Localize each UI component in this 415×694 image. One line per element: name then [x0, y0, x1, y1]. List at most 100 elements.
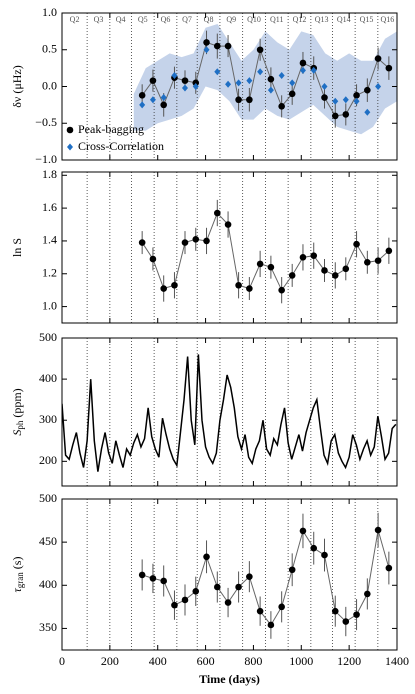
- y-tick-label: 300: [39, 412, 57, 426]
- y-tick-label: −1.0: [35, 152, 57, 166]
- x-tick-label: 1200: [337, 654, 361, 668]
- circle-marker: [256, 46, 264, 54]
- panel: 200 300 400 500 Sph (ppm): [10, 330, 398, 487]
- y-tick-label: 1.6: [42, 200, 57, 214]
- quarter-label: Q2: [70, 15, 80, 24]
- panel: 350 400 450 500 0 200 400 600 800 1000 1200 1400 Tim…: [10, 491, 409, 686]
- circle-marker: [321, 94, 328, 101]
- x-tick-label: 1000: [289, 654, 313, 668]
- diamond-marker: [364, 108, 371, 116]
- circle-marker: [160, 577, 167, 585]
- quarter-label: Q13: [315, 15, 329, 24]
- y-axis-label: τgran (s): [10, 557, 25, 593]
- plot-frame: [61, 171, 398, 324]
- plot-frame: [61, 12, 398, 161]
- y-tick-label: 500: [39, 491, 57, 505]
- series-line: [62, 354, 397, 472]
- y-tick-label: 400: [39, 577, 57, 591]
- circle-marker: [331, 607, 339, 615]
- circle-marker: [203, 237, 210, 245]
- y-axis-label-unit: (ppm): [10, 388, 24, 417]
- y-tick-label: 450: [39, 534, 57, 548]
- circle-marker: [213, 42, 221, 50]
- y-axis-label-sub: gran: [15, 572, 25, 588]
- circle-marker: [364, 86, 371, 94]
- diamond-marker: [267, 86, 274, 94]
- y-tick-label: 400: [39, 371, 57, 385]
- y-axis-label-sub: ph: [15, 420, 25, 430]
- diamond-marker: [149, 96, 156, 104]
- diamond-marker: [375, 83, 382, 90]
- circle-marker: [192, 588, 200, 595]
- diamond-marker: [235, 79, 242, 87]
- circle-marker: [203, 553, 210, 561]
- circle-marker: [160, 101, 167, 109]
- panel: Q2 Q3 Q4 Q5 Q6 Q7 Q8 Q9 Q10 Q11 Q12 Q13 Q14 Q15 Q16 −1.…: [10, 5, 398, 166]
- circle-marker: [149, 77, 157, 84]
- circle-marker: [246, 96, 253, 104]
- circle-marker: [364, 258, 371, 266]
- legend-marker: [66, 126, 74, 134]
- circle-marker: [353, 611, 360, 618]
- circle-marker: [256, 260, 264, 268]
- circle-marker: [235, 281, 242, 289]
- diamond-marker: [310, 66, 317, 74]
- y-axis-label: ln S: [10, 238, 24, 257]
- circle-marker: [256, 607, 264, 615]
- quarter-label: Q14: [337, 15, 351, 24]
- diamond-marker: [332, 97, 339, 105]
- circle-marker: [385, 247, 393, 255]
- y-axis-label-main: S: [10, 430, 24, 436]
- y-tick-label: 200: [39, 453, 57, 467]
- circle-marker: [149, 255, 157, 263]
- circle-marker: [299, 59, 307, 67]
- circle-marker: [138, 239, 146, 246]
- circle-marker: [224, 599, 232, 606]
- x-tick-label: 400: [149, 654, 167, 668]
- circle-marker: [267, 621, 275, 629]
- legend-marker: [67, 143, 73, 151]
- series-line: [141, 212, 390, 292]
- panel: 1.0 1.2 1.4 1.6 1.8 ln S: [10, 167, 398, 324]
- circle-marker: [138, 571, 146, 579]
- y-tick-label: 0.0: [42, 78, 57, 92]
- diamond-marker: [342, 96, 349, 104]
- quarter-label: Q3: [94, 15, 104, 24]
- circle-marker: [224, 221, 232, 228]
- x-tick-label: 200: [101, 654, 119, 668]
- quarter-label: Q4: [116, 15, 126, 24]
- circle-marker: [192, 235, 200, 243]
- y-tick-label: 1.4: [42, 233, 57, 247]
- quarter-label: Q9: [226, 15, 236, 24]
- circle-marker: [213, 209, 221, 217]
- circle-marker: [353, 92, 360, 99]
- circle-marker: [331, 112, 339, 120]
- circle-marker: [342, 618, 350, 625]
- x-axis-label: Time (days): [199, 672, 260, 686]
- diamond-marker: [171, 71, 178, 79]
- legend-label: Peak-bagging: [78, 122, 144, 136]
- circle-marker: [171, 601, 178, 609]
- circle-marker: [310, 544, 318, 552]
- circle-marker: [149, 575, 157, 582]
- y-tick-label: 1.8: [42, 167, 57, 181]
- legend-label: Cross-Correlation: [78, 139, 164, 153]
- circle-marker: [342, 265, 350, 273]
- circle-marker: [299, 254, 307, 261]
- circle-marker: [288, 272, 296, 279]
- y-tick-label: 1.2: [42, 266, 57, 280]
- circle-marker: [267, 75, 275, 83]
- y-axis-label-main: τ: [10, 587, 24, 592]
- y-tick-label: 350: [39, 620, 57, 634]
- circle-marker: [385, 564, 393, 572]
- diamond-marker: [225, 80, 232, 88]
- diamond-marker: [321, 83, 328, 90]
- circle-marker: [224, 42, 232, 50]
- circle-marker: [310, 252, 318, 260]
- circle-marker: [246, 573, 253, 580]
- circle-marker: [278, 103, 285, 110]
- circle-marker: [278, 603, 285, 611]
- diamond-marker: [246, 77, 253, 85]
- quarter-label: Q10: [247, 15, 261, 24]
- circle-marker: [321, 267, 328, 274]
